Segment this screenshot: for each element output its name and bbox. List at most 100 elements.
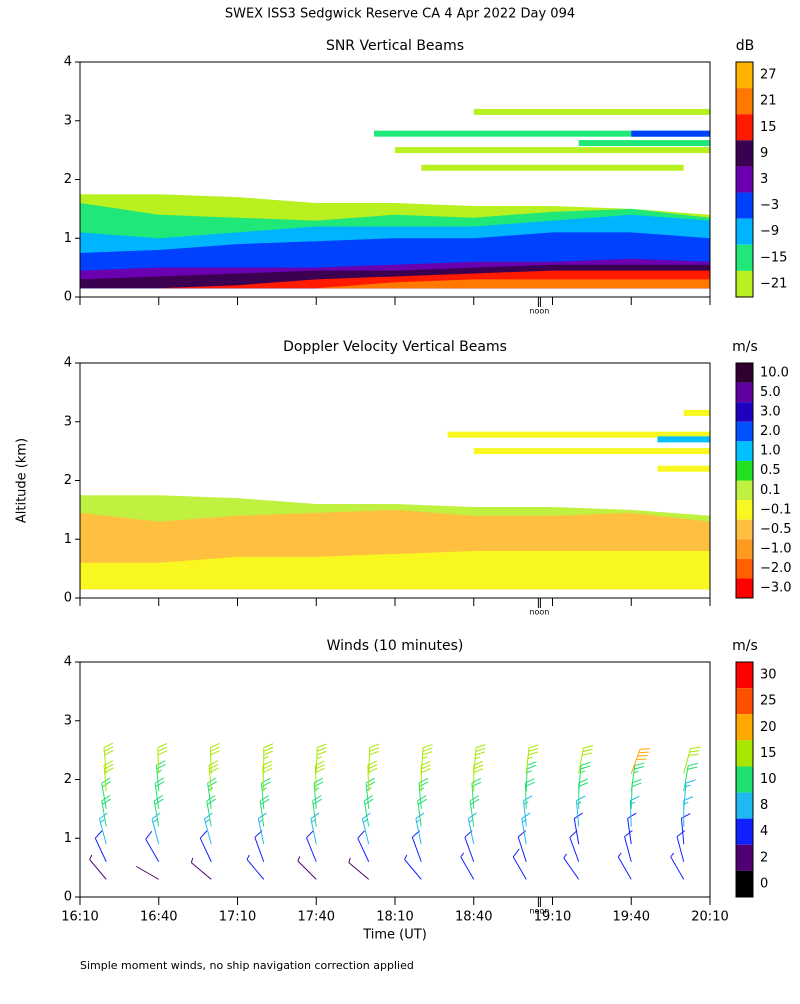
y-tick-label: 4 bbox=[64, 655, 72, 670]
wind-barb bbox=[348, 857, 370, 880]
field-streak bbox=[631, 130, 710, 137]
field-streak bbox=[374, 130, 710, 137]
wind-barb bbox=[312, 795, 322, 827]
wind-barb bbox=[683, 762, 699, 792]
y-tick-label: 0 bbox=[64, 890, 72, 905]
field-streak bbox=[657, 465, 710, 472]
wind-barb bbox=[260, 777, 271, 809]
wind-barb bbox=[259, 795, 270, 827]
colorbar-label: 5.0 bbox=[760, 385, 781, 400]
colorbar-label: 30 bbox=[760, 668, 777, 683]
colorbar-swatch bbox=[736, 460, 753, 481]
wind-barb bbox=[190, 857, 212, 880]
wind-barb bbox=[145, 830, 160, 862]
wind-barb bbox=[670, 852, 685, 880]
field-streak bbox=[421, 164, 684, 171]
colorbar-label: 0.5 bbox=[760, 463, 781, 478]
wind-barb bbox=[135, 865, 159, 880]
colorbar-label: −0.1 bbox=[760, 502, 792, 517]
colorbar-frame bbox=[735, 661, 754, 898]
wind-barb bbox=[101, 777, 112, 809]
y-tick-label: 3 bbox=[64, 414, 72, 429]
wind-barb bbox=[263, 743, 274, 774]
wind-barb bbox=[683, 779, 696, 809]
field-streak bbox=[473, 108, 710, 115]
colorbar-unit: dB bbox=[736, 38, 755, 54]
colorbar-swatch bbox=[736, 270, 753, 297]
colorbar-label: −3.0 bbox=[760, 581, 792, 596]
wind-barb bbox=[563, 853, 580, 880]
y-tick-label: 4 bbox=[64, 55, 72, 70]
x-tick-label: 18:40 bbox=[455, 910, 492, 925]
colorbar-label: 8 bbox=[760, 798, 768, 813]
wind-barb bbox=[417, 795, 427, 827]
colorbar-swatch bbox=[736, 500, 753, 520]
colorbar-label: −9 bbox=[760, 224, 779, 239]
y-tick-label: 1 bbox=[64, 831, 72, 846]
x-tick-label: 20:10 bbox=[691, 910, 728, 925]
colorbar-label: −21 bbox=[760, 276, 787, 291]
colorbar-swatch bbox=[736, 363, 753, 383]
colorbar-label: 20 bbox=[760, 720, 777, 735]
wind-barb bbox=[680, 813, 691, 845]
wind-barb bbox=[630, 748, 651, 774]
colorbar-swatch bbox=[736, 421, 753, 442]
colorbar-swatch bbox=[736, 140, 753, 167]
x-tick-label: 19:10 bbox=[534, 910, 571, 925]
wind-barb bbox=[89, 854, 107, 880]
panel-title: SNR Vertical Beams bbox=[326, 38, 464, 54]
colorbar-label: 25 bbox=[760, 694, 777, 709]
colorbar-label: −1.0 bbox=[760, 542, 792, 557]
wind-barb bbox=[630, 762, 645, 792]
wind-barb bbox=[209, 742, 220, 774]
page-title: SWEX ISS3 Sedgwick Reserve CA 4 Apr 2022… bbox=[225, 7, 575, 22]
y-tick-label: 3 bbox=[64, 713, 72, 728]
wind-barb bbox=[578, 761, 591, 792]
colorbar-swatch bbox=[736, 218, 753, 245]
colorbar-swatch bbox=[736, 402, 753, 422]
colorbar-swatch bbox=[736, 441, 753, 461]
colorbar-label: −2.0 bbox=[760, 561, 792, 576]
wind-barb bbox=[99, 812, 108, 845]
y-tick-label: 0 bbox=[64, 290, 72, 305]
colorbar-label: 10 bbox=[760, 772, 777, 787]
wind-barb bbox=[617, 852, 632, 880]
y-tick-label: 2 bbox=[64, 172, 72, 187]
colorbar-label: −15 bbox=[760, 250, 787, 265]
wind-barb bbox=[525, 744, 539, 774]
wind-barb bbox=[157, 742, 168, 774]
wind-barb bbox=[512, 848, 527, 880]
colorbar-swatch bbox=[736, 766, 753, 793]
wind-barb bbox=[418, 777, 429, 809]
wind-barb bbox=[368, 743, 380, 774]
panel-title: Winds (10 minutes) bbox=[327, 638, 464, 654]
wind-barb bbox=[357, 830, 370, 862]
colorbar-swatch bbox=[736, 740, 753, 767]
wind-barb bbox=[262, 760, 273, 792]
colorbar-label: 1.0 bbox=[760, 444, 781, 459]
wind-barb bbox=[420, 743, 433, 774]
wind-barb bbox=[627, 812, 637, 845]
colorbar-label: 3.0 bbox=[760, 404, 781, 419]
x-tick-label: 18:10 bbox=[376, 910, 413, 925]
wind-barb bbox=[153, 795, 164, 827]
wind-barb bbox=[624, 830, 633, 862]
y-axis-label: Altitude (km) bbox=[15, 438, 30, 523]
wind-barb bbox=[314, 760, 325, 792]
colorbar-swatch bbox=[736, 88, 753, 115]
colorbar-label: 0.1 bbox=[760, 483, 781, 498]
wind-barb bbox=[404, 854, 422, 880]
colorbar-swatch bbox=[736, 62, 753, 89]
wind-barb bbox=[204, 812, 213, 845]
colorbar-label: 0 bbox=[760, 876, 768, 891]
wind-barb bbox=[297, 856, 317, 880]
colorbar-swatch bbox=[736, 578, 753, 598]
wind-barb bbox=[101, 795, 112, 827]
wind-barb bbox=[469, 795, 480, 827]
wind-barb bbox=[420, 760, 431, 792]
x-tick-label: 17:10 bbox=[219, 910, 256, 925]
colorbar-swatch bbox=[736, 244, 753, 271]
wind-barb bbox=[460, 852, 475, 880]
x-tick-label: 16:40 bbox=[140, 910, 177, 925]
